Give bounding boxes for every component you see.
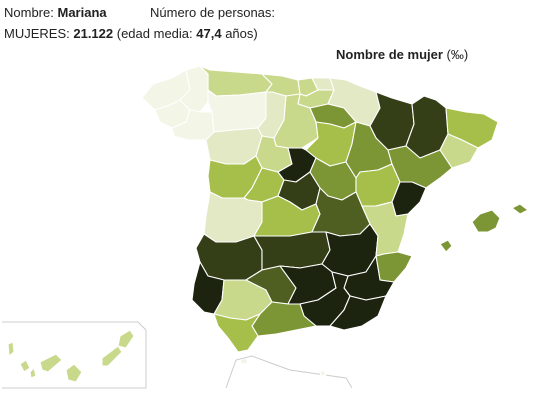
region-ceuta[interactable] (239, 357, 249, 365)
map-title-unit: (‰) (446, 47, 469, 62)
women-count: 21.122 (73, 26, 114, 41)
women-label: MUJERES: (4, 26, 70, 41)
persons-label: Número de personas: (150, 5, 276, 20)
name-line: Nombre: Mariana Número de personas: (4, 5, 275, 20)
women-line: MUJERES: 21.122 (edad media: 47,4 años) (4, 26, 258, 41)
region-menorca[interactable] (511, 203, 529, 215)
africa-coast (225, 355, 353, 389)
region-alicante[interactable] (375, 251, 413, 283)
age-close: años) (225, 26, 258, 41)
region-mallorca[interactable] (471, 209, 501, 233)
region-leon[interactable] (207, 89, 267, 133)
region-valencia[interactable] (361, 201, 409, 257)
region-burgos[interactable] (273, 93, 319, 149)
region-canarias[interactable] (7, 329, 135, 383)
region-ibiza[interactable] (439, 239, 453, 253)
region-almeria[interactable] (329, 295, 387, 331)
name-value: Mariana (57, 5, 107, 20)
region-cadiz[interactable] (213, 313, 261, 353)
age-value: 47,4 (196, 26, 222, 41)
region-melilla[interactable] (319, 369, 327, 377)
map-title-text: Nombre de mujer (336, 47, 443, 62)
canarias-inset-frame (2, 321, 147, 389)
age-open: (edad media: (116, 26, 193, 41)
map-title: Nombre de mujer (‰) (336, 47, 468, 62)
name-label: Nombre: (4, 5, 54, 20)
